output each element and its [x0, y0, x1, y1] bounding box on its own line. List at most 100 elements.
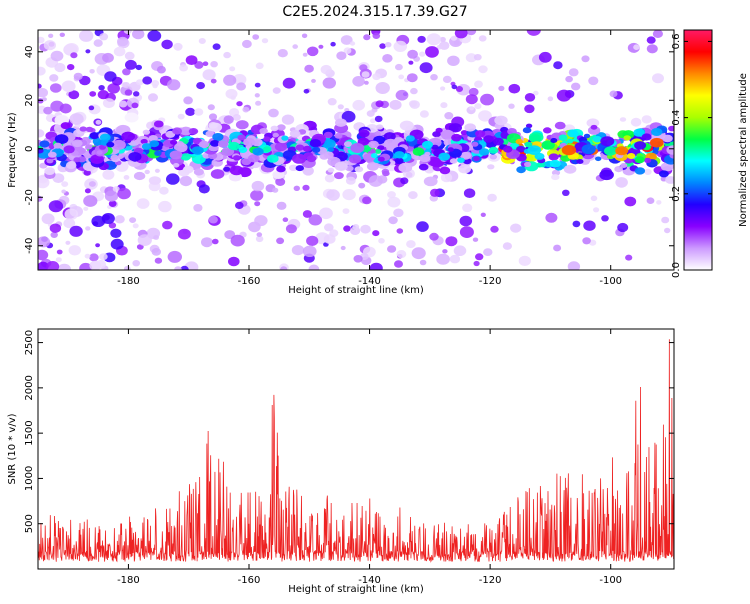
heatmap-cell [377, 156, 385, 162]
heatmap-cell [110, 154, 119, 161]
heatmap-cell [123, 30, 132, 34]
heatmap-cell [122, 82, 130, 89]
heatmap-cell [498, 85, 505, 91]
heatmap-cell [95, 119, 102, 125]
heatmap-cell [565, 75, 573, 83]
heatmap-cell [472, 237, 479, 242]
heatmap-cell [114, 215, 125, 224]
colorbar-tick-label: 0.2 [671, 186, 682, 202]
heatmap-cell [179, 126, 193, 136]
heatmap-cell [289, 164, 298, 171]
x-tick-label: -100 [599, 276, 622, 287]
heatmap-cell [194, 108, 204, 116]
snr-series-line [38, 339, 674, 563]
heatmap-cell [436, 44, 443, 50]
heatmap-cell [324, 223, 334, 232]
heatmap-cell [646, 36, 656, 44]
heatmap-cell [576, 159, 584, 164]
heatmap-cell [63, 218, 76, 229]
heatmap-cell [345, 176, 356, 185]
heatmap-cell [408, 60, 414, 65]
heatmap-cell [526, 30, 541, 36]
heatmap-cell [185, 107, 196, 116]
colorbar-label: Normalized spectral amplitude [738, 73, 749, 227]
heatmap-cell [140, 138, 148, 145]
heatmap-cell [600, 136, 615, 147]
heatmap-cell [38, 129, 45, 138]
heatmap-cell [545, 212, 558, 223]
heatmap-cell [83, 169, 91, 176]
heatmap-cell [601, 215, 609, 222]
heatmap-cell [272, 132, 279, 138]
snr-x-axis: -180 -160 -140 -120 -100 [117, 329, 622, 586]
heatmap-cell [398, 74, 405, 80]
heatmap-cell [489, 154, 497, 160]
heatmap-cell [400, 177, 409, 185]
heatmap-cell [563, 164, 577, 174]
heatmap-cell [419, 51, 426, 57]
heatmap-cell [529, 134, 542, 143]
heatmap-cell [561, 145, 577, 156]
heatmap-cell [54, 134, 69, 145]
heatmap-cell [549, 159, 561, 168]
heatmap-cell [68, 90, 80, 100]
heatmap-cell [52, 173, 65, 184]
heatmap-cell [451, 133, 462, 142]
heatmap-cell [318, 44, 324, 49]
heatmap-cell [236, 82, 247, 91]
heatmap-cell [229, 165, 244, 176]
heatmap-cell [534, 152, 545, 160]
heatmap-cell [89, 69, 95, 74]
heatmap-cell [252, 147, 264, 156]
heatmap-cell [646, 44, 658, 54]
heatmap-cell [595, 156, 602, 162]
heatmap-cell [123, 175, 130, 180]
heatmap-cell [153, 120, 164, 128]
heatmap-cell [641, 115, 652, 124]
heatmap-cell [198, 184, 210, 194]
heatmap-cell [167, 79, 181, 91]
heatmap-cell [394, 260, 403, 268]
heatmap-cell [85, 49, 91, 54]
heatmap-cell [464, 123, 477, 132]
heatmap-cell [235, 120, 249, 130]
heatmap-cell [193, 168, 204, 176]
heatmap-cell [141, 143, 152, 150]
heatmap-cell [541, 140, 555, 150]
y-tick-label: 500 [24, 514, 35, 533]
heatmap-cell [254, 93, 260, 98]
heatmap-cell [293, 185, 300, 191]
heatmap-cell [38, 66, 46, 76]
heatmap-cell [327, 167, 335, 173]
heatmap-cell [474, 80, 483, 88]
heatmap-cell [255, 100, 262, 106]
heatmap-cell [179, 175, 193, 187]
heatmap-cell [558, 134, 568, 141]
heatmap-cell [445, 236, 458, 247]
heatmap-cell [475, 130, 486, 138]
heatmap-cell [308, 214, 323, 226]
heatmap-cell [423, 176, 438, 187]
spectrogram-frame [37, 29, 675, 271]
heatmap-cell [89, 132, 100, 140]
heatmap-cell [275, 177, 286, 186]
spectrogram-x-axis: -180 -160 -140 -120 -100 [117, 30, 622, 287]
heatmap-cell [384, 42, 392, 48]
heatmap-cell [104, 71, 117, 82]
heatmap-cell [223, 166, 231, 172]
heatmap-cell [551, 169, 561, 176]
heatmap-cell [396, 250, 407, 259]
heatmap-cell [387, 245, 397, 253]
heatmap-cell [604, 146, 617, 156]
heatmap-cell [210, 140, 220, 147]
heatmap-cell [405, 135, 415, 142]
heatmap-cell [319, 207, 333, 220]
heatmap-cell [124, 59, 137, 70]
heatmap-cell [379, 43, 386, 49]
heatmap-cell [38, 236, 51, 248]
heatmap-cell [117, 36, 129, 47]
heatmap-cell [202, 61, 209, 66]
heatmap-cell [254, 215, 268, 227]
heatmap-cell [148, 93, 158, 102]
heatmap-cell [124, 51, 135, 61]
